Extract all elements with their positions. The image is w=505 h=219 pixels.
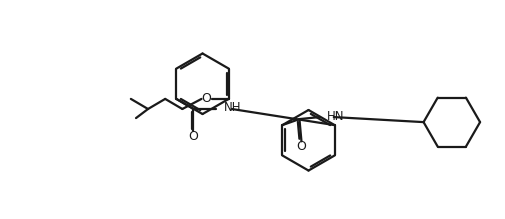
- Text: NH: NH: [223, 101, 241, 115]
- Text: O: O: [296, 140, 306, 153]
- Text: HN: HN: [326, 110, 343, 123]
- Text: O: O: [201, 92, 211, 105]
- Text: O: O: [188, 130, 198, 143]
